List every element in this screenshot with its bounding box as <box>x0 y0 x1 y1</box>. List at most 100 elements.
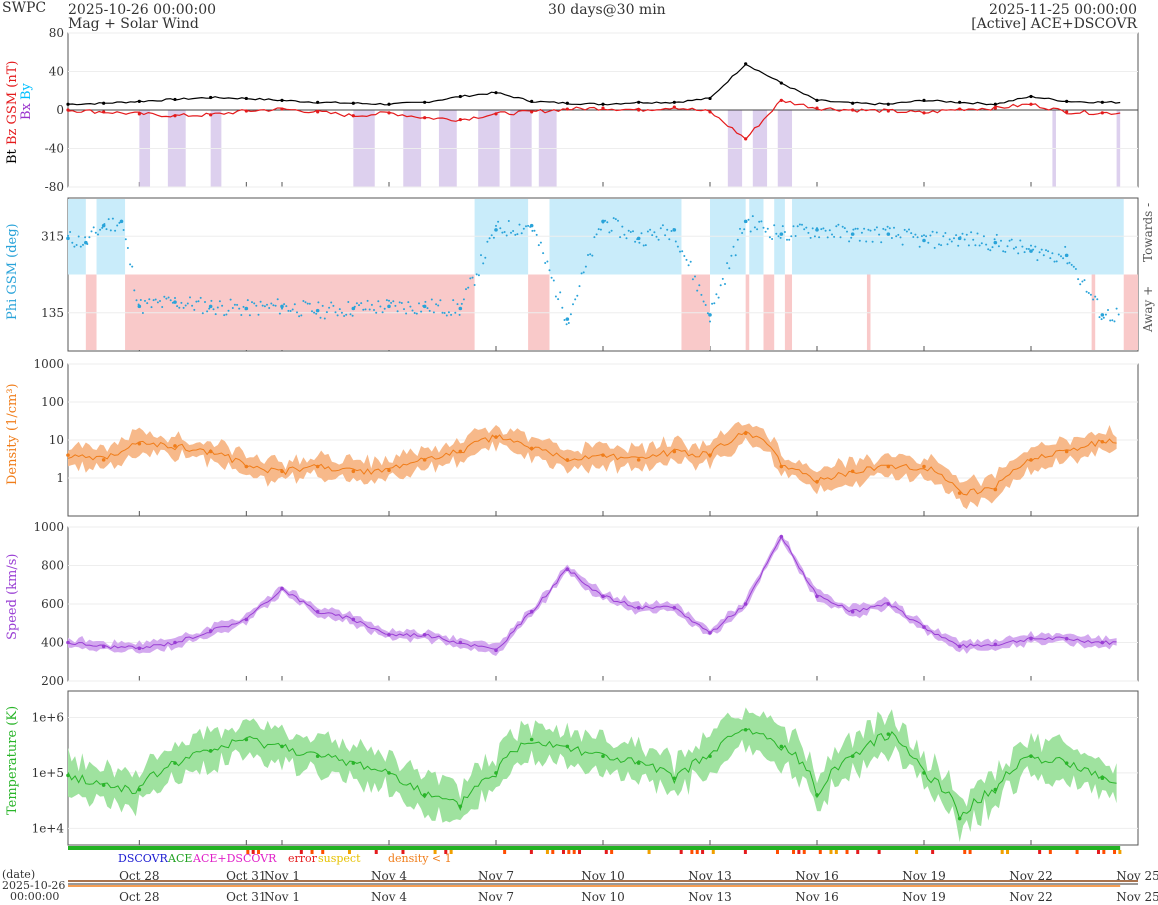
phi-sample <box>291 308 294 311</box>
phi-sample <box>967 244 970 247</box>
data-point <box>565 101 569 105</box>
phi-sample <box>950 240 953 243</box>
phi-sample <box>901 243 904 246</box>
data-point <box>244 617 249 622</box>
data-point <box>315 754 320 758</box>
end-time: 2025-11-25 00:00:00 <box>988 2 1137 18</box>
data-point <box>957 236 962 241</box>
data-point <box>529 737 534 742</box>
phi-sample <box>195 300 198 303</box>
data-point <box>351 761 356 765</box>
y-tick-label: 1e+6 <box>32 710 64 724</box>
phi-sample <box>325 311 328 314</box>
data-point <box>316 110 320 114</box>
phi-sample <box>657 238 660 241</box>
y-tick-label: 1e+5 <box>32 766 64 780</box>
data-point <box>1029 94 1033 99</box>
phi-sample <box>439 299 442 302</box>
phi-sample <box>240 314 243 316</box>
phi-sample <box>90 230 93 233</box>
data-point <box>66 640 70 645</box>
phi-sample <box>148 298 151 301</box>
phi-sample <box>430 298 433 301</box>
phi-sample <box>771 238 774 240</box>
data-point <box>708 96 712 101</box>
phi-sample <box>948 238 951 241</box>
phi-sample <box>768 236 771 239</box>
phi-sample <box>646 230 649 233</box>
ylabel-by: By <box>19 82 34 100</box>
data-point <box>280 98 284 102</box>
data-point <box>351 114 355 118</box>
phi-sample <box>435 303 438 306</box>
phi-sample <box>965 233 968 236</box>
quality-flag <box>433 850 437 854</box>
phi-sample <box>773 224 776 227</box>
phi-sample <box>1092 298 1095 301</box>
data-point <box>66 773 70 778</box>
quality-flag <box>1075 850 1079 854</box>
phi-sample <box>796 225 799 228</box>
phi-sample <box>424 300 427 303</box>
phi-sample <box>809 236 812 239</box>
y-tick-label: 315 <box>41 229 64 243</box>
phi-sample <box>454 311 457 314</box>
phi-sample <box>206 310 209 313</box>
quality-flag <box>1118 850 1122 854</box>
quality-flag <box>257 850 261 854</box>
phi-sample <box>191 304 194 307</box>
legend-suspect: suspect <box>318 852 361 865</box>
data-point <box>779 534 784 539</box>
data-point <box>244 464 249 469</box>
phi-sample <box>1085 290 1088 293</box>
phi-sample <box>1089 293 1092 296</box>
data-point <box>529 446 534 451</box>
phi-sample <box>599 228 602 231</box>
quality-flag <box>374 850 378 854</box>
legend-dscovr: DSCOVR <box>118 852 169 865</box>
legend-ace-dscovr: ACE+DSCOVR <box>192 852 277 865</box>
quality-flag <box>610 850 614 854</box>
phi-sample <box>683 255 686 257</box>
phi-sample <box>1038 251 1041 254</box>
quality-flag <box>1096 850 1100 854</box>
phi-sample <box>236 303 239 306</box>
phi-sample <box>1025 247 1028 250</box>
phi-sample <box>135 299 138 302</box>
phi-sample <box>1045 249 1047 252</box>
data-point <box>351 617 356 622</box>
phi-sample <box>338 308 341 311</box>
data-point <box>886 102 890 106</box>
phi-sample <box>300 314 303 317</box>
phi-sample <box>724 283 726 285</box>
data-point <box>815 793 819 797</box>
phi-sample <box>974 244 977 247</box>
phi-sample <box>306 302 309 305</box>
phi-sample <box>1081 280 1084 283</box>
phi-sample <box>407 301 410 304</box>
phi-sample <box>535 233 538 236</box>
phi-sample <box>756 228 759 231</box>
phi-sample <box>514 233 517 236</box>
phi-sample <box>989 249 992 252</box>
quality-flag <box>792 850 796 854</box>
data-point <box>850 609 855 614</box>
phi-sample <box>432 311 435 314</box>
phi-sample <box>1083 279 1086 282</box>
phi-sample <box>274 304 277 307</box>
data-point <box>672 449 677 454</box>
quality-flag <box>877 850 881 854</box>
data-point <box>1100 640 1105 645</box>
phi-sample <box>828 229 831 232</box>
quality-flag <box>834 850 838 854</box>
phi-sample <box>987 248 990 251</box>
date-tick-label: Nov 16 <box>795 869 839 883</box>
date-tick-label: Nov 13 <box>688 869 732 883</box>
phi-sample <box>1094 295 1097 298</box>
phi-sample <box>405 312 408 315</box>
phi-sample <box>659 227 662 230</box>
data-point <box>173 761 177 765</box>
phi-sample <box>368 308 371 311</box>
quality-flag <box>968 850 972 854</box>
phi-sample <box>897 233 900 236</box>
